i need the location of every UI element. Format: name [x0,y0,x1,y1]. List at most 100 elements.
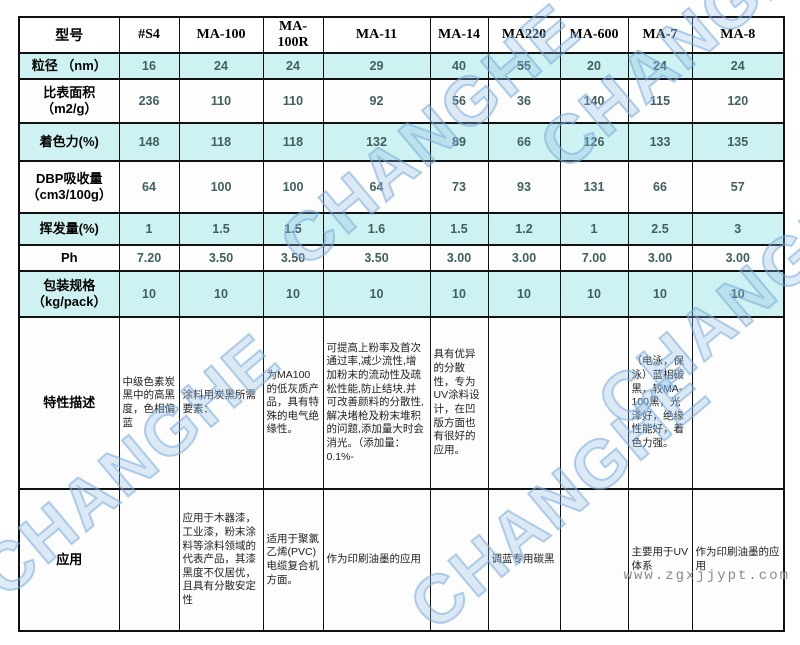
value-cell: 10 [322,270,431,318]
value-cell: 120 [691,78,785,124]
table-row: 比表面积（m2/g） 236 110 110 92 56 36 140 115 120 [18,78,785,124]
value-cell: 40 [429,52,489,80]
value-cell: 73 [429,160,489,214]
description-cell: （电泳，保泳）蓝相碳黑，较MA-100黑，光泽好，绝缘性能好，着色力强。 [627,316,693,490]
description-cell: 调蓝专用碳黑 [487,488,561,632]
value-cell: 36 [487,78,561,124]
description-cell [487,316,561,490]
value-cell: 3.00 [627,244,693,272]
description-cell: 主要用于UV体系 [627,488,693,632]
value-cell: 66 [487,122,561,162]
value-cell: 1.5 [262,212,324,246]
value-cell: 1 [559,212,629,246]
value-cell: 100 [262,160,324,214]
description-cell: 应用于木器漆，工业漆，粉末涂料等涂料领域的代表产品，其漆黑度不仅居优，且具有分散… [178,488,264,632]
description-cell [429,488,489,632]
value-cell: 3.50 [322,244,431,272]
value-cell: 10 [262,270,324,318]
value-cell: 3.00 [429,244,489,272]
value-cell: 10 [178,270,264,318]
value-cell: 55 [487,52,561,80]
value-cell: 132 [322,122,431,162]
value-cell: 10 [691,270,785,318]
description-cell [691,316,785,490]
table-row: 特性描述 中级色素炭黑中的高黑度，色相偏蓝 涂料用炭黑所需要素： 为MA100的低灰质… [18,316,785,490]
header-cell-model: MA-14 [429,16,489,54]
value-cell: 148 [118,122,180,162]
value-cell: 118 [178,122,264,162]
value-cell: 115 [627,78,693,124]
description-cell: 具有优异的分散性，专为UV涂料设计，在凹版方面也有很好的应用。 [429,316,489,490]
row-label: 比表面积（m2/g） [18,78,120,124]
value-cell: 118 [262,122,324,162]
row-label: 粒径 （nm） [18,52,120,80]
value-cell: 10 [559,270,629,318]
value-cell: 236 [118,78,180,124]
value-cell: 1 [118,212,180,246]
value-cell: 24 [262,52,324,80]
table-body: 粒径 （nm） 16 24 24 29 40 55 20 24 24 比表面积（m2/g） 236 11… [18,52,785,632]
description-cell: 可提高上粉率及首次通过率,减少流性,增加粉末的流动性及疏松性能,防止结块,并可改… [322,316,431,490]
value-cell: 7.20 [118,244,180,272]
row-label: DBP吸收量（cm3/100g） [18,160,120,214]
table-row: 粒径 （nm） 16 24 24 29 40 55 20 24 24 [18,52,785,80]
value-cell: 24 [627,52,693,80]
value-cell: 10 [118,270,180,318]
header-row: 型号 #S4 MA-100 MA-100R MA-11 MA-14 MA220 MA-600 M… [18,16,785,54]
value-cell: 1.2 [487,212,561,246]
description-cell: 中级色素炭黑中的高黑度，色相偏蓝 [118,316,180,490]
header-cell-model: MA-11 [322,16,431,54]
value-cell: 10 [627,270,693,318]
value-cell: 64 [322,160,431,214]
value-cell: 29 [322,52,431,80]
header-cell-label: 型号 [18,16,120,54]
value-cell: 57 [691,160,785,214]
value-cell: 24 [178,52,264,80]
header-cell-model: MA-8 [691,16,785,54]
table-row: DBP吸收量（cm3/100g） 64 100 100 64 73 93 131 66 57 [18,160,785,214]
value-cell: 1.5 [178,212,264,246]
value-cell: 89 [429,122,489,162]
row-label: 特性描述 [18,316,120,490]
value-cell: 3.00 [487,244,561,272]
row-label: 应用 [18,488,120,632]
table-row: 挥发量(%) 1 1.5 1.5 1.6 1.5 1.2 1 2.5 3 [18,212,785,246]
value-cell: 3.50 [178,244,264,272]
description-cell: 作为印刷油墨的应用 [691,488,785,632]
value-cell: 16 [118,52,180,80]
value-cell: 126 [559,122,629,162]
value-cell: 7.00 [559,244,629,272]
carbon-black-spec-table: 型号 #S4 MA-100 MA-100R MA-11 MA-14 MA220 MA-600 M… [18,16,785,632]
footer-url: www.zgxjjypt.com [623,568,790,584]
description-cell: 涂料用炭黑所需要素： [178,316,264,490]
value-cell: 140 [559,78,629,124]
value-cell: 131 [559,160,629,214]
value-cell: 66 [627,160,693,214]
table-row: 着色力(%) 148 118 118 132 89 66 126 133 135 [18,122,785,162]
row-label: Ph [18,244,120,272]
value-cell: 1.6 [322,212,431,246]
header-cell-model: MA220 [487,16,561,54]
table-row: 包装规格（kg/pack） 10 10 10 10 10 10 10 10 10 [18,270,785,318]
value-cell: 10 [429,270,489,318]
row-label: 包装规格（kg/pack） [18,270,120,318]
header-cell-model: #S4 [118,16,180,54]
description-cell [559,316,629,490]
table-row: Ph 7.20 3.50 3.50 3.50 3.00 3.00 7.00 3.00 3.00 [18,244,785,272]
value-cell: 110 [262,78,324,124]
description-cell [118,488,180,632]
value-cell: 100 [178,160,264,214]
value-cell: 56 [429,78,489,124]
value-cell: 1.5 [429,212,489,246]
value-cell: 110 [178,78,264,124]
header-cell-model: MA-100R [262,16,324,54]
value-cell: 2.5 [627,212,693,246]
header-cell-model: MA-600 [559,16,629,54]
header-cell-model: MA-7 [627,16,693,54]
value-cell: 3.00 [691,244,785,272]
value-cell: 92 [322,78,431,124]
value-cell: 24 [691,52,785,80]
value-cell: 64 [118,160,180,214]
value-cell: 3.50 [262,244,324,272]
